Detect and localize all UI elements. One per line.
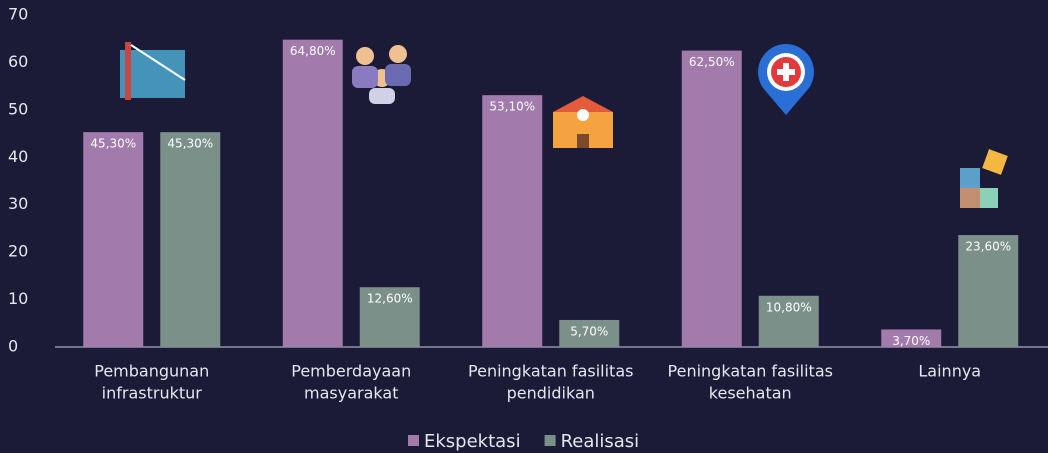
icon-school: [553, 96, 613, 148]
y-tick-label: 0: [8, 337, 18, 356]
value-label: 62,50%: [689, 55, 735, 69]
icon-bridge: [120, 42, 186, 100]
y-tick-label: 50: [8, 99, 28, 118]
value-label: 64,80%: [290, 44, 336, 58]
x-tick-label: Peningkatan fasilitas: [468, 362, 633, 381]
bar: [758, 295, 819, 347]
bar: [83, 132, 144, 347]
bar: [359, 287, 420, 347]
x-tick-label: Pembangunan: [94, 362, 209, 381]
legend-swatch: [408, 435, 419, 446]
value-label: 3,70%: [892, 334, 930, 348]
value-label: 53,10%: [489, 100, 535, 114]
x-tick-label: Peningkatan fasilitas: [668, 362, 833, 381]
bar: [160, 132, 221, 347]
icon-health: [758, 44, 815, 115]
y-tick-label: 20: [8, 242, 28, 261]
legend-label: Realisasi: [561, 431, 640, 452]
bar: [881, 329, 942, 347]
bar: [681, 50, 742, 347]
icon-people: [352, 45, 411, 104]
x-tick-label: pendidikan: [507, 384, 595, 403]
value-label: 12,60%: [367, 292, 413, 306]
y-tick-label: 70: [8, 5, 28, 24]
bar: [282, 39, 343, 348]
value-label: 10,80%: [766, 300, 812, 314]
value-label: 45,30%: [167, 137, 213, 151]
x-tick-label: Lainnya: [918, 362, 981, 381]
legend-swatch: [544, 435, 556, 446]
bar: [559, 319, 620, 347]
icon-puzzle: [960, 149, 1008, 208]
value-label: 23,60%: [965, 240, 1011, 254]
x-tick-label: infrastruktur: [102, 384, 203, 403]
value-label: 45,30%: [90, 137, 136, 151]
legend-label: Ekspektasi: [424, 431, 521, 452]
x-tick-label: kesehatan: [709, 384, 792, 403]
x-tick-label: masyarakat: [304, 384, 398, 403]
y-tick-label: 40: [8, 147, 28, 166]
y-tick-label: 60: [8, 52, 28, 71]
bar: [958, 235, 1019, 347]
y-tick-label: 10: [8, 289, 28, 308]
value-label: 5,70%: [570, 324, 608, 338]
y-tick-label: 30: [8, 194, 28, 213]
x-tick-label: Pemberdayaan: [291, 362, 411, 381]
bar: [482, 95, 543, 347]
